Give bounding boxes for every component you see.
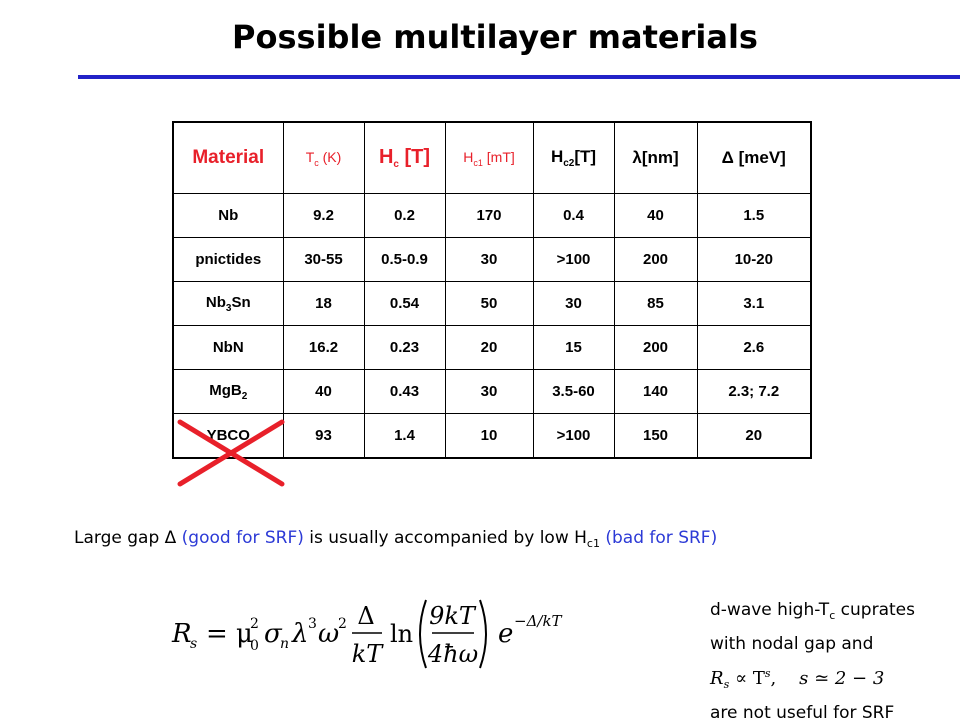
svg-text:−Δ/kT: −Δ/kT	[514, 612, 563, 630]
table-row: Nb3Sn 18 0.54 50 30 85 3.1	[172, 281, 812, 326]
cell-delta: 2.3; 7.2	[696, 369, 812, 414]
cell-material: Nb3Sn	[172, 281, 284, 326]
cell-hc2: 30	[532, 281, 615, 326]
cuprates-line-1: d-wave high-Tc cuprates	[710, 600, 915, 622]
cell-hc: 0.2	[363, 193, 446, 238]
gap-note: Large gap Δ (good for SRF) is usually ac…	[74, 528, 718, 550]
svg-text:R: R	[171, 619, 192, 649]
cell-lambda: 85	[613, 281, 698, 326]
cell-hc2: 0.4	[532, 193, 615, 238]
svg-text:Δ: Δ	[357, 602, 374, 630]
cell-hc1: 170	[444, 193, 534, 238]
cell-hc2: 3.5-60	[532, 369, 615, 414]
cell-tc: 30-55	[282, 237, 365, 282]
slide-title: Possible multilayer materials	[232, 18, 758, 56]
cuprates-line-3: Rs ∝ Ts, s ≃ 2 − 3	[710, 667, 885, 691]
table-header-row: Material Tc (K) Hc [T] Hc1 [mT] Hc2[T] λ…	[172, 121, 812, 194]
header-hc2: Hc2[T]	[532, 121, 615, 194]
header-hc: Hc [T]	[363, 121, 446, 194]
cell-hc1: 30	[444, 369, 534, 414]
table-row: Nb 9.2 0.2 170 0.4 40 1.5	[172, 193, 812, 238]
cell-tc: 9.2	[282, 193, 365, 238]
cell-hc1: 10	[444, 413, 534, 459]
header-lambda: λ[nm]	[613, 121, 698, 194]
cell-lambda: 40	[613, 193, 698, 238]
svg-text:kT: kT	[352, 640, 385, 668]
surface-resistance-formula: R s = μ 2 0 σ n λ 3 ω 2 Δ kT ln 9kT 4ħω …	[171, 599, 563, 669]
svg-text:4ħω: 4ħω	[427, 640, 478, 668]
materials-table: Material Tc (K) Hc [T] Hc1 [mT] Hc2[T] λ…	[172, 121, 812, 459]
cell-hc2: 15	[532, 325, 615, 370]
cell-tc: 40	[282, 369, 365, 414]
svg-text:n: n	[280, 636, 289, 652]
cell-material: pnictides	[172, 237, 284, 282]
cell-hc: 0.43	[363, 369, 446, 414]
cuprates-line-4: are not useful for SRF	[710, 703, 895, 723]
cell-delta: 1.5	[696, 193, 812, 238]
header-tc: Tc (K)	[282, 121, 365, 194]
cuprates-note: d-wave high-Tc cuprates with nodal gap a…	[710, 596, 915, 728]
svg-text:2: 2	[250, 616, 259, 632]
cuprates-line-2: with nodal gap and	[710, 634, 874, 654]
svg-text:2: 2	[338, 616, 347, 632]
title-underline	[78, 75, 960, 79]
cell-hc: 0.54	[363, 281, 446, 326]
svg-text:σ: σ	[264, 619, 283, 649]
header-delta: Δ [meV]	[696, 121, 812, 194]
cell-hc: 0.23	[363, 325, 446, 370]
svg-text:= μ: = μ	[206, 619, 253, 649]
svg-text:3: 3	[308, 616, 317, 632]
header-hc1: Hc1 [mT]	[444, 121, 534, 194]
cell-lambda: 200	[613, 237, 698, 282]
cell-hc: 1.4	[363, 413, 446, 459]
cell-lambda: 150	[613, 413, 698, 459]
header-material: Material	[172, 121, 284, 194]
cell-hc: 0.5-0.9	[363, 237, 446, 282]
cell-delta: 2.6	[696, 325, 812, 370]
cell-tc: 18	[282, 281, 365, 326]
cell-material: MgB2	[172, 369, 284, 414]
cell-hc1: 30	[444, 237, 534, 282]
cell-tc: 93	[282, 413, 365, 459]
cell-lambda: 200	[613, 325, 698, 370]
table-row: YBCO 93 1.4 10 >100 150 20	[172, 413, 812, 459]
cell-delta: 10-20	[696, 237, 812, 282]
cell-delta: 20	[696, 413, 812, 459]
svg-text:0: 0	[250, 638, 259, 654]
table-row: NbN 16.2 0.23 20 15 200 2.6	[172, 325, 812, 370]
table-row: pnictides 30-55 0.5-0.9 30 >100 200 10-2…	[172, 237, 812, 282]
cell-lambda: 140	[613, 369, 698, 414]
svg-text:e: e	[498, 619, 513, 649]
cell-material: NbN	[172, 325, 284, 370]
svg-text:9kT: 9kT	[429, 602, 477, 630]
cell-hc2: >100	[532, 237, 615, 282]
svg-text:ln: ln	[390, 620, 413, 648]
cell-material: YBCO	[172, 413, 284, 459]
cell-tc: 16.2	[282, 325, 365, 370]
svg-text:s: s	[190, 636, 197, 652]
cell-hc1: 20	[444, 325, 534, 370]
svg-text:ω: ω	[318, 619, 339, 649]
cell-hc1: 50	[444, 281, 534, 326]
cell-hc2: >100	[532, 413, 615, 459]
cell-material: Nb	[172, 193, 284, 238]
table-row: MgB2 40 0.43 30 3.5-60 140 2.3; 7.2	[172, 369, 812, 414]
svg-text:λ: λ	[291, 619, 308, 649]
cell-delta: 3.1	[696, 281, 812, 326]
